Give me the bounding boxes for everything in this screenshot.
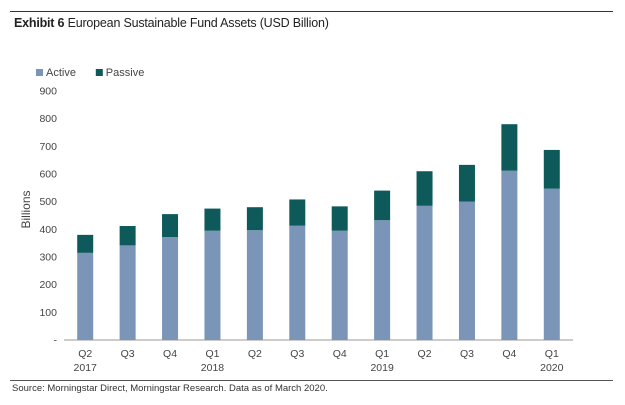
source-note: Source: Morningstar Direct, Morningstar … xyxy=(12,383,328,394)
bar-passive xyxy=(374,190,391,221)
x-tick-quarter: Q4 xyxy=(163,348,177,360)
x-tick-year: 2020 xyxy=(540,362,564,374)
bar-active xyxy=(289,225,306,340)
y-tick-label: 300 xyxy=(39,252,57,264)
x-tick-quarter: Q4 xyxy=(333,348,347,360)
bar-passive xyxy=(204,208,221,231)
bar-active xyxy=(501,170,518,340)
bar-passive xyxy=(289,199,306,226)
x-tick-quarter: Q4 xyxy=(502,348,516,360)
bottom-rule xyxy=(10,380,613,381)
y-tick-label: 100 xyxy=(39,307,57,319)
bar-active xyxy=(246,230,263,340)
bar-passive xyxy=(246,207,263,231)
bar-active xyxy=(374,220,391,340)
bar-active xyxy=(77,252,94,340)
bar-active xyxy=(331,230,348,340)
y-tick-label: 900 xyxy=(39,86,57,98)
x-tick-quarter: Q2 xyxy=(248,348,262,360)
y-tick-label: 600 xyxy=(39,169,57,181)
bar-passive xyxy=(458,164,475,202)
x-tick-year: 2017 xyxy=(74,362,98,374)
bar-active xyxy=(119,245,136,340)
x-tick-quarter: Q1 xyxy=(205,348,219,360)
y-tick-label: - xyxy=(54,335,58,347)
x-tick-quarter: Q2 xyxy=(418,348,432,360)
stacked-bar-chart: Active Passive Billions - 100 200 300 400 500 600… xyxy=(19,67,573,374)
bar-active xyxy=(162,237,179,340)
bar-passive xyxy=(119,226,136,246)
bar-passive xyxy=(416,171,433,206)
y-tick-label: 700 xyxy=(39,141,57,153)
legend-swatch-passive xyxy=(95,69,103,76)
bar-passive xyxy=(543,149,560,189)
x-tick-quarter: Q3 xyxy=(121,348,135,360)
x-tick-quarter: Q1 xyxy=(375,348,389,360)
exhibit-label: Exhibit 6 xyxy=(14,16,65,30)
bar-passive xyxy=(331,206,348,231)
legend-swatch-active xyxy=(36,69,43,76)
bar-active xyxy=(204,230,221,340)
top-rule xyxy=(10,11,613,12)
exhibit-title-text: European Sustainable Fund Assets (USD Bi… xyxy=(67,16,329,30)
bar-active xyxy=(458,201,475,340)
y-axis-title: Billions xyxy=(19,190,33,228)
y-tick-label: 800 xyxy=(39,113,57,125)
bar-active xyxy=(416,205,433,340)
bar-passive xyxy=(501,124,518,171)
y-tick-label: 200 xyxy=(39,279,57,291)
x-tick-year: 2018 xyxy=(201,362,225,374)
x-tick-quarter: Q1 xyxy=(545,348,559,360)
bar-active xyxy=(543,188,560,340)
x-tick-quarter: Q3 xyxy=(460,348,474,360)
y-tick-label: 400 xyxy=(39,224,57,236)
x-tick-quarter: Q3 xyxy=(290,348,304,360)
x-tick-year: 2019 xyxy=(370,362,394,374)
bar-passive xyxy=(162,214,179,238)
exhibit-title: Exhibit 6 European Sustainable Fund Asse… xyxy=(14,16,329,30)
x-tick-quarter: Q2 xyxy=(78,348,92,360)
bar-passive xyxy=(77,234,94,253)
y-tick-label: 500 xyxy=(39,196,57,208)
legend-label-passive: Passive xyxy=(106,67,145,79)
legend-label-active: Active xyxy=(46,67,76,79)
